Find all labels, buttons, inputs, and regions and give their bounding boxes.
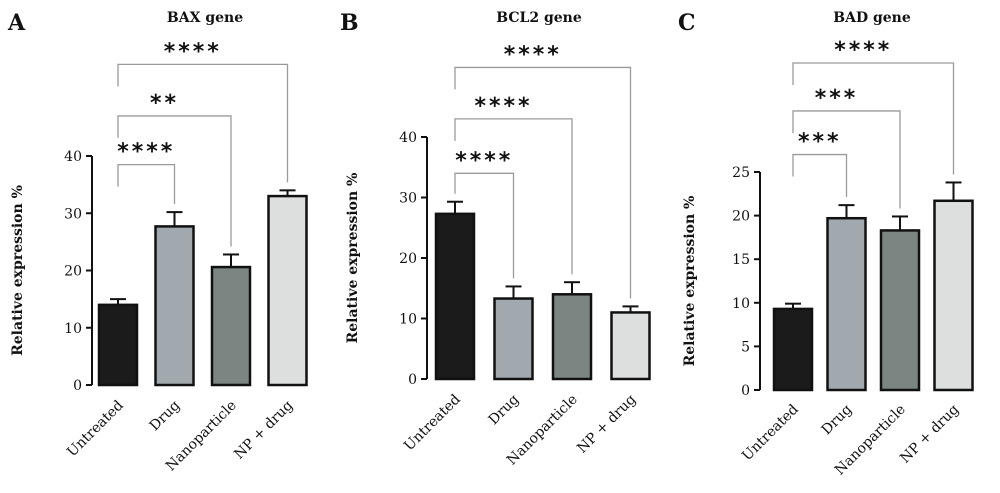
y-tick-label: 0 [741, 383, 750, 399]
y-tick-label: 40 [399, 130, 417, 146]
panel-letter: C [678, 10, 696, 36]
significance-label: *** [798, 130, 842, 155]
y-tick-label: 40 [64, 149, 82, 165]
significance-bracket [117, 115, 232, 247]
y-axis-label: Relative expression % [10, 185, 26, 356]
significance-label: **** [164, 39, 222, 64]
chart-title: BAX gene [167, 10, 243, 26]
bar [154, 225, 195, 387]
significance-bracket [792, 110, 901, 209]
x-tick-label: Drug [486, 391, 523, 428]
x-tick-label: Drug [147, 397, 184, 434]
bar [493, 297, 534, 381]
bar [933, 199, 974, 392]
y-tick-label: 30 [64, 206, 82, 222]
significance-bracket [454, 118, 573, 275]
y-axis-label: Relative expression % [345, 173, 361, 344]
bar [210, 265, 252, 387]
bar [826, 216, 867, 392]
y-tick-label: 10 [399, 312, 417, 328]
y-tick-label: 20 [732, 209, 750, 225]
x-tick-label: NP + drug [231, 397, 296, 462]
bar [772, 307, 814, 392]
bar [610, 311, 651, 381]
significance-label: *** [815, 86, 859, 111]
y-tick-label: 20 [64, 264, 82, 280]
significance-label: **** [117, 140, 175, 165]
x-tick-label: Untreated [401, 391, 464, 454]
bar [551, 293, 593, 381]
y-tick-label: 10 [64, 321, 82, 337]
y-tick-label: 30 [399, 191, 417, 207]
significance-label: ** [150, 91, 179, 116]
y-tick-label: 5 [741, 339, 750, 355]
significance-bracket [454, 172, 515, 279]
y-tick-label: 20 [399, 251, 417, 267]
y-tick-label: 0 [408, 372, 417, 388]
significance-bracket [117, 63, 289, 183]
chart-title: BCL2 gene [496, 10, 582, 26]
chart-panel-a: A BAX gene Relative expression % 0 10 20 30 40 U… [7, 10, 308, 474]
bar [267, 194, 308, 387]
y-axis-label: Relative expression % [682, 196, 698, 367]
chart-panel-b: B BCL2 gene Relative expression % 0 10 20 30 40… [340, 10, 651, 468]
bar [97, 303, 139, 387]
x-tick-label: NP + drug [574, 391, 639, 456]
bar [879, 229, 921, 392]
significance-bracket [792, 153, 848, 198]
significance-bracket [792, 62, 955, 175]
significance-label: **** [504, 42, 562, 67]
x-tick-label: Untreated [739, 401, 802, 464]
significance-bracket [117, 163, 176, 205]
y-tick-label: 10 [732, 296, 750, 312]
significance-label: **** [834, 38, 892, 63]
y-tick-label: 0 [73, 378, 82, 394]
panel-letter: B [340, 10, 359, 36]
y-tick-label: 25 [732, 165, 750, 181]
x-tick-label: Drug [819, 401, 856, 438]
bar [434, 212, 476, 381]
chart-panel-c: C BAD gene Relative expression % 0 5 10 15 20 25… [678, 10, 974, 478]
x-tick-label: Untreated [64, 397, 127, 460]
significance-bracket [454, 66, 632, 299]
significance-label: **** [455, 148, 513, 173]
y-tick-label: 15 [732, 252, 750, 268]
significance-label: **** [474, 94, 532, 119]
chart-title: BAD gene [833, 10, 911, 26]
panel-letter: A [7, 10, 26, 36]
